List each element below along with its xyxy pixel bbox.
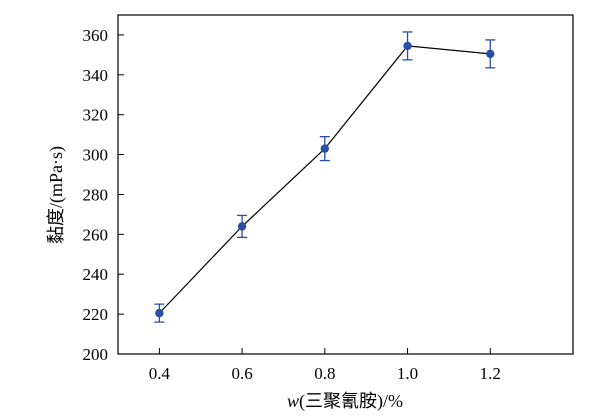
plot-frame [117,14,574,355]
y-tick-label: 280 [83,185,109,204]
x-tick-label: 1.2 [480,364,501,383]
x-tick-label: 0.8 [314,364,335,383]
x-axis-label-text: (三聚氰胺)/% [299,391,403,412]
y-tick-label: 340 [83,66,109,85]
x-axis-label: w(三聚氰胺)/% [287,391,403,412]
y-tick-label: 300 [83,146,109,165]
y-tick-label: 360 [83,26,109,45]
data-point [486,49,495,59]
data-point [403,41,412,51]
series-line [158,45,491,314]
axes: 200 220 240 260 280 300 320 340 360 0.4 0.6 0.8 1.0 1… [83,14,574,383]
y-tick-label: 260 [83,225,109,244]
chart-marks [154,31,496,323]
y-tick-label: 220 [83,305,109,324]
y-tick-label: 200 [83,345,109,364]
data-point [237,222,247,231]
data-point [155,308,164,318]
x-tick-label: 0.4 [149,364,171,383]
data-point [320,144,330,153]
x-tick-label: 1.0 [397,364,418,383]
y-tick-label: 240 [83,265,109,284]
y-axis-label: 黏度/(mPa·s) [46,146,67,244]
x-axis-label-symbol: w [287,391,299,411]
y-tick-label: 320 [83,106,109,125]
x-tick-label: 0.6 [231,364,252,383]
